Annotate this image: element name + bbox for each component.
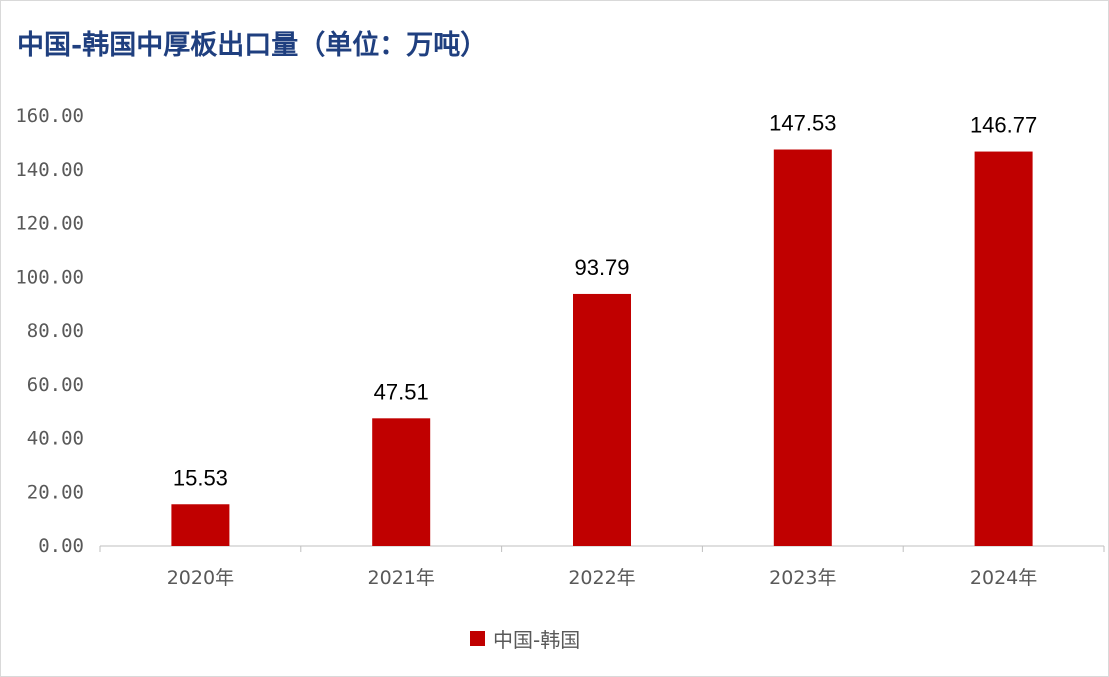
bar <box>773 149 832 546</box>
y-tick-label: 160.00 <box>15 105 84 127</box>
data-label: 47.51 <box>374 379 429 404</box>
x-tick-label: 2022年 <box>568 567 635 589</box>
y-tick-label: 120.00 <box>15 213 84 235</box>
y-tick-label: 80.00 <box>27 320 84 342</box>
bar <box>573 293 631 546</box>
y-tick-label: 40.00 <box>27 428 84 450</box>
legend: 中国-韩国 <box>470 626 581 652</box>
data-label: 15.53 <box>173 465 228 490</box>
x-tick-label: 2021年 <box>368 567 435 589</box>
y-tick-label: 140.00 <box>15 159 84 181</box>
legend-swatch <box>470 630 485 646</box>
x-tick-label: 2020年 <box>167 567 234 589</box>
data-label: 147.53 <box>769 111 836 136</box>
y-tick-label: 0.00 <box>38 535 84 557</box>
x-tick-label: 2023年 <box>769 567 836 589</box>
data-label: 146.77 <box>970 113 1037 138</box>
y-tick-label: 20.00 <box>27 481 84 503</box>
chart-title: 中国-韩国中厚板出口量（单位：万吨） <box>17 30 488 61</box>
x-tick-label: 2024年 <box>970 567 1037 589</box>
y-tick-label: 100.00 <box>15 266 84 288</box>
bar <box>974 151 1033 547</box>
bar <box>171 504 230 546</box>
data-label: 93.79 <box>574 255 629 280</box>
bar <box>372 418 431 546</box>
legend-label: 中国-韩国 <box>493 627 581 652</box>
y-tick-label: 60.00 <box>27 374 84 396</box>
